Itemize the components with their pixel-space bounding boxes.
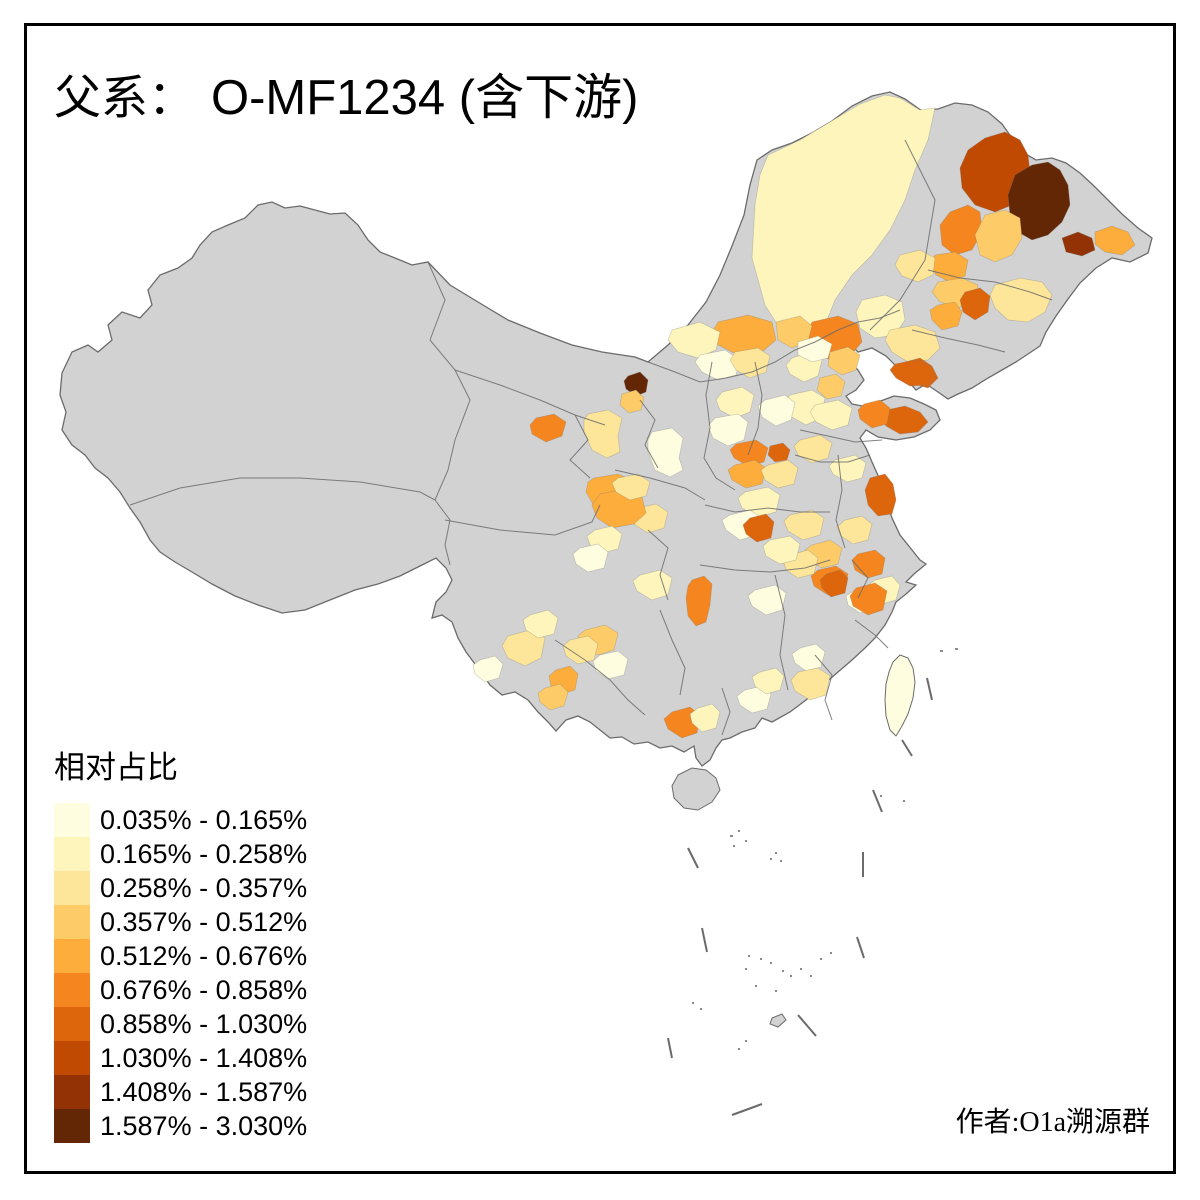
legend-row: 0.035% - 0.165% (54, 803, 307, 837)
prefecture-region (689, 703, 721, 733)
prefecture-region (727, 459, 767, 489)
prefecture-region (974, 209, 1023, 263)
legend-class-label: 0.676% - 0.858% (100, 974, 308, 1005)
legend: 相对占比 0.035% - 0.165% 0.165% - 0.258% 0.258… (54, 742, 307, 1143)
legend-swatch (54, 1075, 90, 1109)
legend-swatch (54, 803, 90, 837)
prefecture-region (632, 569, 673, 601)
prefecture-region (849, 582, 888, 616)
prefecture-region (929, 301, 963, 331)
legend-row: 0.858% - 1.030% (54, 1007, 307, 1041)
prefecture-region (793, 434, 833, 464)
prefecture-region (836, 515, 873, 545)
legend-class-label: 1.030% - 1.408% (100, 1042, 308, 1073)
prefecture-region (864, 473, 897, 517)
prefecture-regions (472, 94, 1136, 739)
prefecture-region (572, 543, 609, 573)
legend-swatch (54, 973, 90, 1007)
legend-row: 1.408% - 1.587% (54, 1075, 307, 1109)
nine-dash-line (667, 677, 933, 1116)
page-title: 父系： O-MF1234 (含下游) (54, 58, 638, 129)
prefecture-region (762, 535, 801, 565)
prefecture-region (751, 94, 936, 339)
legend-row: 1.587% - 3.030% (54, 1109, 307, 1143)
legend-class-label: 0.858% - 1.030% (100, 1008, 308, 1039)
legend-title: 相对占比 (54, 750, 178, 785)
prefecture-region (816, 373, 846, 400)
legend-row: 0.165% - 0.258% (54, 837, 307, 871)
prefecture-region (715, 386, 755, 419)
title-prefix: 父系： (54, 73, 195, 125)
prefecture-region (529, 413, 567, 443)
prefecture-region (647, 427, 684, 478)
legend-swatch (54, 905, 90, 939)
legend-row: 0.512% - 0.676% (54, 939, 307, 973)
prefecture-region (623, 371, 649, 397)
title-main: O-MF1234 (含下游) (211, 71, 639, 125)
legend-class-label: 0.165% - 0.258% (100, 838, 308, 869)
legend-swatch (54, 837, 90, 871)
prefecture-region (783, 509, 825, 541)
prefecture-region (707, 413, 749, 447)
attribution: 作者:O1a溯源群 (955, 1107, 1150, 1138)
prefecture-region (889, 359, 937, 387)
legend-class-label: 0.035% - 0.165% (100, 804, 308, 835)
prefecture-region (1061, 231, 1096, 257)
legend-row: 0.258% - 0.357% (54, 871, 307, 905)
province-borders (129, 139, 1053, 736)
legend-row: 1.030% - 1.408% (54, 1041, 307, 1075)
prefecture-region (851, 549, 886, 579)
prefecture-region (742, 513, 775, 543)
prefecture-region (562, 635, 599, 665)
prefecture-region (790, 667, 831, 701)
prefecture-region (884, 324, 941, 363)
prefecture-region (757, 394, 796, 427)
legend-class-label: 0.357% - 0.512% (100, 906, 308, 937)
prefecture-region (619, 389, 645, 414)
legend-swatch (54, 1041, 90, 1075)
prefecture-region (827, 346, 861, 376)
legend-class-label: 1.408% - 1.587% (100, 1076, 308, 1107)
prefecture-region (809, 399, 853, 431)
prefecture-region (819, 569, 849, 598)
prefecture-region (737, 486, 781, 518)
legend-swatch (54, 1109, 90, 1143)
prefecture-region (1094, 225, 1136, 256)
legend-row: 0.357% - 0.512% (54, 905, 307, 939)
prefecture-region (685, 575, 713, 627)
prefecture-region (760, 459, 799, 489)
legend-class-label: 0.512% - 0.676% (100, 940, 308, 971)
prefecture-region (797, 335, 833, 363)
prefecture-region (939, 204, 983, 256)
prefecture-region (767, 442, 791, 463)
legend-swatch (54, 871, 90, 905)
prefecture-region (583, 409, 623, 459)
prefecture-region (989, 277, 1053, 323)
prefecture-region (857, 399, 891, 429)
legend-class-label: 1.587% - 3.030% (100, 1110, 308, 1141)
prefecture-region (522, 609, 559, 639)
legend-class-label: 0.258% - 0.357% (100, 872, 308, 903)
prefecture-region (537, 683, 569, 711)
legend-rows: 0.035% - 0.165% 0.165% - 0.258% 0.258% - 0… (54, 803, 307, 1143)
prefecture-region (592, 650, 629, 680)
prefecture-region (747, 584, 787, 616)
island-specks (692, 648, 958, 1050)
legend-swatch (54, 1007, 90, 1041)
taiwan-island (884, 654, 916, 737)
legend-swatch (54, 939, 90, 973)
prefecture-region (959, 287, 991, 321)
hainan-island (671, 767, 721, 811)
prefecture-region (751, 667, 785, 695)
prefecture-region (472, 655, 504, 683)
legend-row: 0.676% - 0.858% (54, 973, 307, 1007)
